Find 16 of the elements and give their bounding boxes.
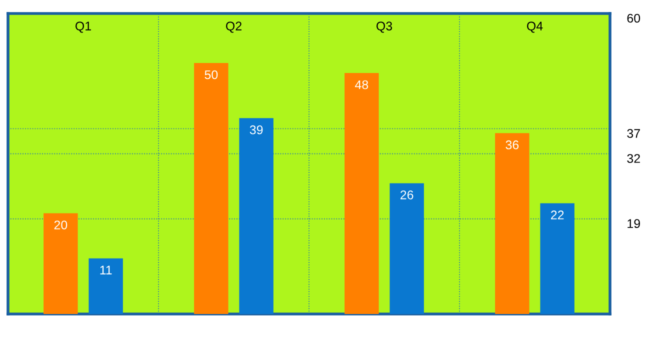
y-tick-label: 32 <box>627 154 640 163</box>
data-label: 48 <box>355 80 368 90</box>
x-tick-label: Q3 <box>376 22 392 33</box>
data-label: 11 <box>100 266 112 274</box>
data-label: 36 <box>506 140 519 150</box>
data-label: 26 <box>400 190 414 200</box>
y-tick-label: 37 <box>627 129 640 138</box>
data-label: 22 <box>551 210 564 220</box>
x-tick-label: Q1 <box>76 22 91 33</box>
y-tick-label: 60 <box>627 14 640 23</box>
data-label: 20 <box>54 220 68 230</box>
x-tick-label: Q2 <box>226 22 242 33</box>
y-tick-label: 19 <box>628 219 640 228</box>
data-label: 50 <box>204 70 218 80</box>
data-label: 39 <box>250 125 263 134</box>
x-tick-label: Q4 <box>527 22 543 33</box>
